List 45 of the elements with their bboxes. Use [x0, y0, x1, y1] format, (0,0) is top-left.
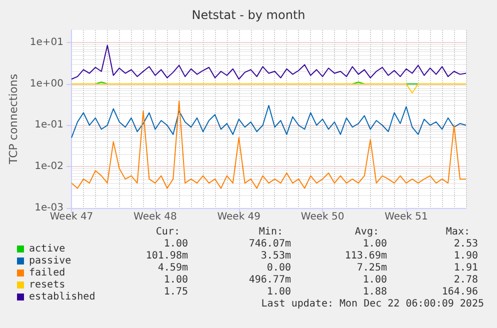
text: Min:	[258, 226, 283, 238]
text: 1.00	[164, 274, 188, 286]
line-series	[71, 100, 466, 189]
legend-label: active	[29, 244, 66, 254]
x-tick-label: Week 49	[217, 212, 261, 222]
text: 1.00	[266, 286, 291, 298]
text: 2.53	[454, 238, 478, 250]
text: 1.00	[164, 238, 188, 250]
line-series	[71, 104, 466, 138]
legend-label: passive	[29, 256, 72, 266]
text: 1.00	[362, 238, 387, 250]
text: 1.91	[454, 262, 478, 274]
legend-label: failed	[29, 268, 66, 278]
text: 1.00	[362, 274, 387, 286]
y-tick-label: 1e-02	[34, 161, 64, 172]
text: 113.69m	[344, 250, 387, 262]
y-tick-label: 1e-03	[34, 202, 64, 214]
text: 101.98m	[146, 250, 188, 262]
y-axis-title: TCP connections	[7, 74, 20, 166]
x-tick-label: Week 47	[50, 212, 94, 222]
text: 496.77m	[248, 274, 291, 286]
chart-title: Netstat - by month	[192, 8, 306, 22]
text: 7.25m	[356, 262, 387, 274]
legend-label: resets	[29, 280, 66, 290]
text: Avg:	[354, 226, 379, 238]
text: 164.96	[442, 286, 478, 298]
y-tick-label: 1e+00	[30, 78, 64, 90]
line-series	[71, 44, 466, 80]
text: Last update: Mon Dec 22 06:00:09 2025	[261, 298, 484, 310]
text: 3.53m	[260, 250, 291, 262]
text: 1.90	[454, 250, 478, 262]
y-tick-label: 1e-01	[34, 120, 64, 131]
x-tick-label: Week 48	[134, 212, 177, 222]
x-tick-label: Week 51	[384, 212, 428, 222]
text: Cur:	[156, 226, 180, 238]
text: 4.59m	[158, 262, 188, 274]
text: 1.75	[164, 286, 188, 298]
text: Max:	[446, 226, 470, 238]
text: 1.88	[362, 286, 387, 298]
text: 0.00	[266, 262, 291, 274]
x-tick-label: Week 50	[300, 212, 344, 222]
legend-label: established	[29, 292, 96, 302]
y-tick-label: 1e+01	[30, 36, 64, 48]
text: 746.07m	[248, 238, 291, 250]
text: 2.78	[454, 274, 478, 286]
